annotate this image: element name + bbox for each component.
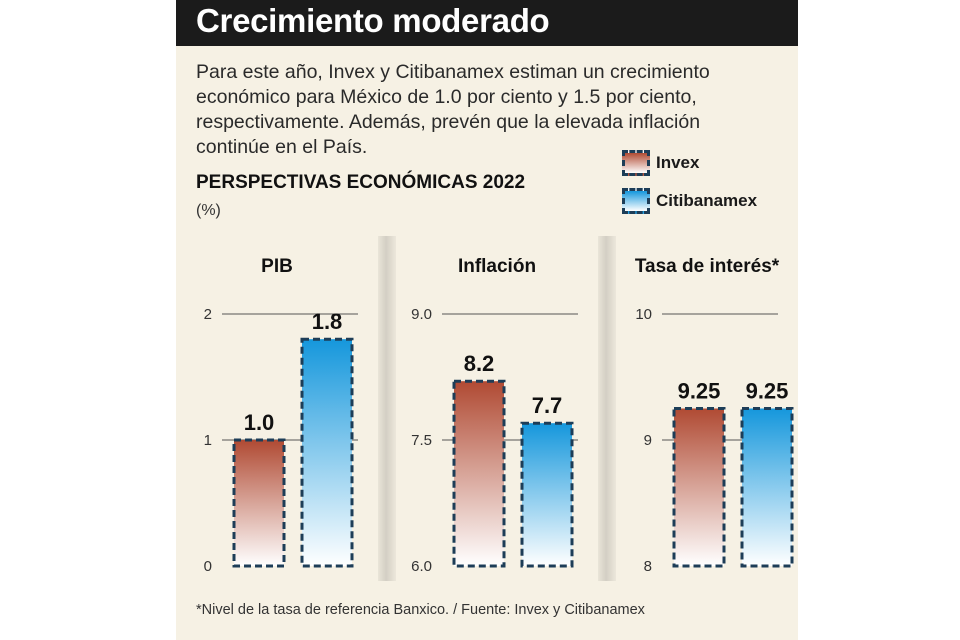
footnote: *Nivel de la tasa de referencia Banxico.…	[196, 602, 645, 618]
y-tick-label: 10	[635, 306, 652, 323]
y-tick-label: 9.0	[411, 306, 432, 323]
intro-line: respectivamente. Además, prevén que la e…	[196, 111, 701, 133]
chart-title-inflacion: Inflación	[457, 256, 537, 277]
data-label: 9.25	[678, 379, 721, 404]
chart-subtitle: PERSPECTIVAS ECONÓMICAS 2022	[196, 172, 526, 193]
intro-line: continúe en el País.	[196, 136, 368, 158]
data-label: 7.7	[532, 393, 563, 418]
panel-divider	[598, 236, 616, 581]
y-tick-label: 0	[204, 558, 212, 575]
intro-line: económico para México de 1.0 por ciento …	[196, 86, 697, 108]
bar-invex	[232, 438, 286, 568]
data-label: 1.8	[312, 309, 343, 334]
chart-inflacion: 6.0 7.5 9.0 8.2 7.7	[411, 306, 578, 575]
y-tick-label: 2	[204, 306, 212, 323]
bar-citibanamex	[520, 421, 574, 568]
infographic-card: Crecimiento moderado Para este año, Inve…	[176, 0, 798, 640]
panel-divider	[378, 236, 396, 581]
chart-panel-pib: PIB 0 1 2 1.0 1.8	[176, 236, 378, 581]
legend-item-citibanamex: Citibanamex	[622, 188, 757, 214]
y-tick-label: 6.0	[411, 558, 432, 575]
chart-panel-tasa: Tasa de interés* 8 9 10 9.25 9.25	[616, 236, 798, 581]
page-title: Crecimiento moderado	[196, 2, 550, 39]
data-label: 9.25	[746, 379, 789, 404]
legend-swatch-citibanamex	[622, 188, 650, 214]
chart-panel-inflacion: Inflación 6.0 7.5 9.0 8.2 7.7	[396, 236, 598, 581]
chart-pib: 0 1 2 1.0 1.8	[204, 306, 358, 575]
chart-title-tasa: Tasa de interés*	[634, 256, 780, 277]
charts-area: PIB 0 1 2 1.0 1.8 Inflación 6.0 7.5 9.0 8.2 7.7 …	[176, 236, 798, 581]
legend-item-invex: Invex	[622, 150, 699, 176]
y-tick-label: 8	[644, 558, 652, 575]
data-label: 1.0	[244, 410, 275, 435]
chart-tasa: 8 9 10 9.25 9.25	[635, 306, 794, 575]
y-tick-label: 1	[204, 432, 212, 449]
bar-citibanamex	[740, 407, 794, 568]
intro-text: Para este año, Invex y Citibanamex estim…	[196, 60, 796, 160]
bar-citibanamex	[300, 337, 354, 568]
title-bar: Crecimiento moderado	[176, 0, 798, 46]
unit-label: (%)	[196, 202, 221, 219]
chart-title-pib: PIB	[261, 256, 293, 277]
intro-line: Para este año, Invex y Citibanamex estim…	[196, 61, 710, 83]
legend-swatch-invex	[622, 150, 650, 176]
legend-label-invex: Invex	[656, 153, 700, 172]
y-tick-label: 7.5	[411, 432, 432, 449]
data-label: 8.2	[464, 351, 495, 376]
y-tick-label: 9	[644, 432, 652, 449]
bar-invex	[672, 407, 726, 568]
legend-label-citibanamex: Citibanamex	[656, 191, 758, 210]
bar-invex	[452, 379, 506, 568]
